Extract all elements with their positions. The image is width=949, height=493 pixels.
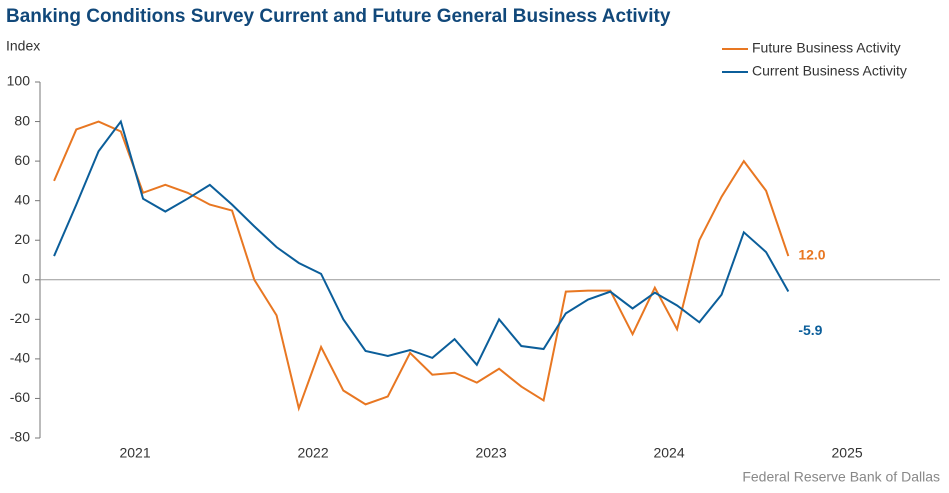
y-tick-label: 60 bbox=[14, 152, 30, 168]
y-tick-label: 40 bbox=[14, 191, 30, 207]
y-axis-label: Index bbox=[6, 38, 40, 54]
y-tick-label: -60 bbox=[10, 389, 30, 405]
y-tick-label: -40 bbox=[10, 350, 30, 366]
x-tick-label: 2023 bbox=[475, 445, 506, 461]
source: Federal Reserve Bank of Dallas bbox=[742, 469, 940, 485]
y-tick-label: -80 bbox=[10, 429, 30, 445]
y-tick-label: 80 bbox=[14, 112, 30, 128]
x-tick-label: 2024 bbox=[653, 445, 684, 461]
x-tick-label: 2022 bbox=[297, 445, 328, 461]
series-line bbox=[53, 119, 790, 367]
y-tick-label: -20 bbox=[10, 310, 30, 326]
y-tick-label: 20 bbox=[14, 231, 30, 247]
x-tick-label: 2021 bbox=[119, 445, 150, 461]
y-tick-label: 100 bbox=[7, 73, 31, 89]
chart-title: Banking Conditions Survey Current and Fu… bbox=[6, 6, 671, 27]
legend-label: Current Business Activity bbox=[752, 63, 907, 79]
series-line bbox=[53, 120, 790, 412]
value-label: -5.9 bbox=[798, 322, 822, 338]
x-tick-label: 2025 bbox=[832, 445, 863, 461]
value-label: 12.0 bbox=[798, 247, 825, 263]
legend-label: Future Business Activity bbox=[752, 40, 901, 56]
y-tick-label: 0 bbox=[22, 270, 30, 286]
